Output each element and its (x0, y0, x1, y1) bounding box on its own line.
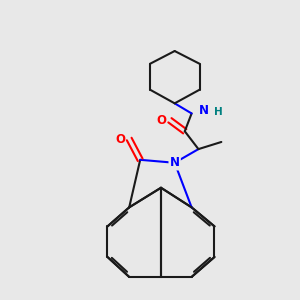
Text: N: N (170, 156, 180, 169)
Text: N: N (199, 104, 208, 117)
Text: O: O (156, 114, 166, 127)
Text: H: H (214, 107, 223, 117)
Text: O: O (115, 133, 125, 146)
